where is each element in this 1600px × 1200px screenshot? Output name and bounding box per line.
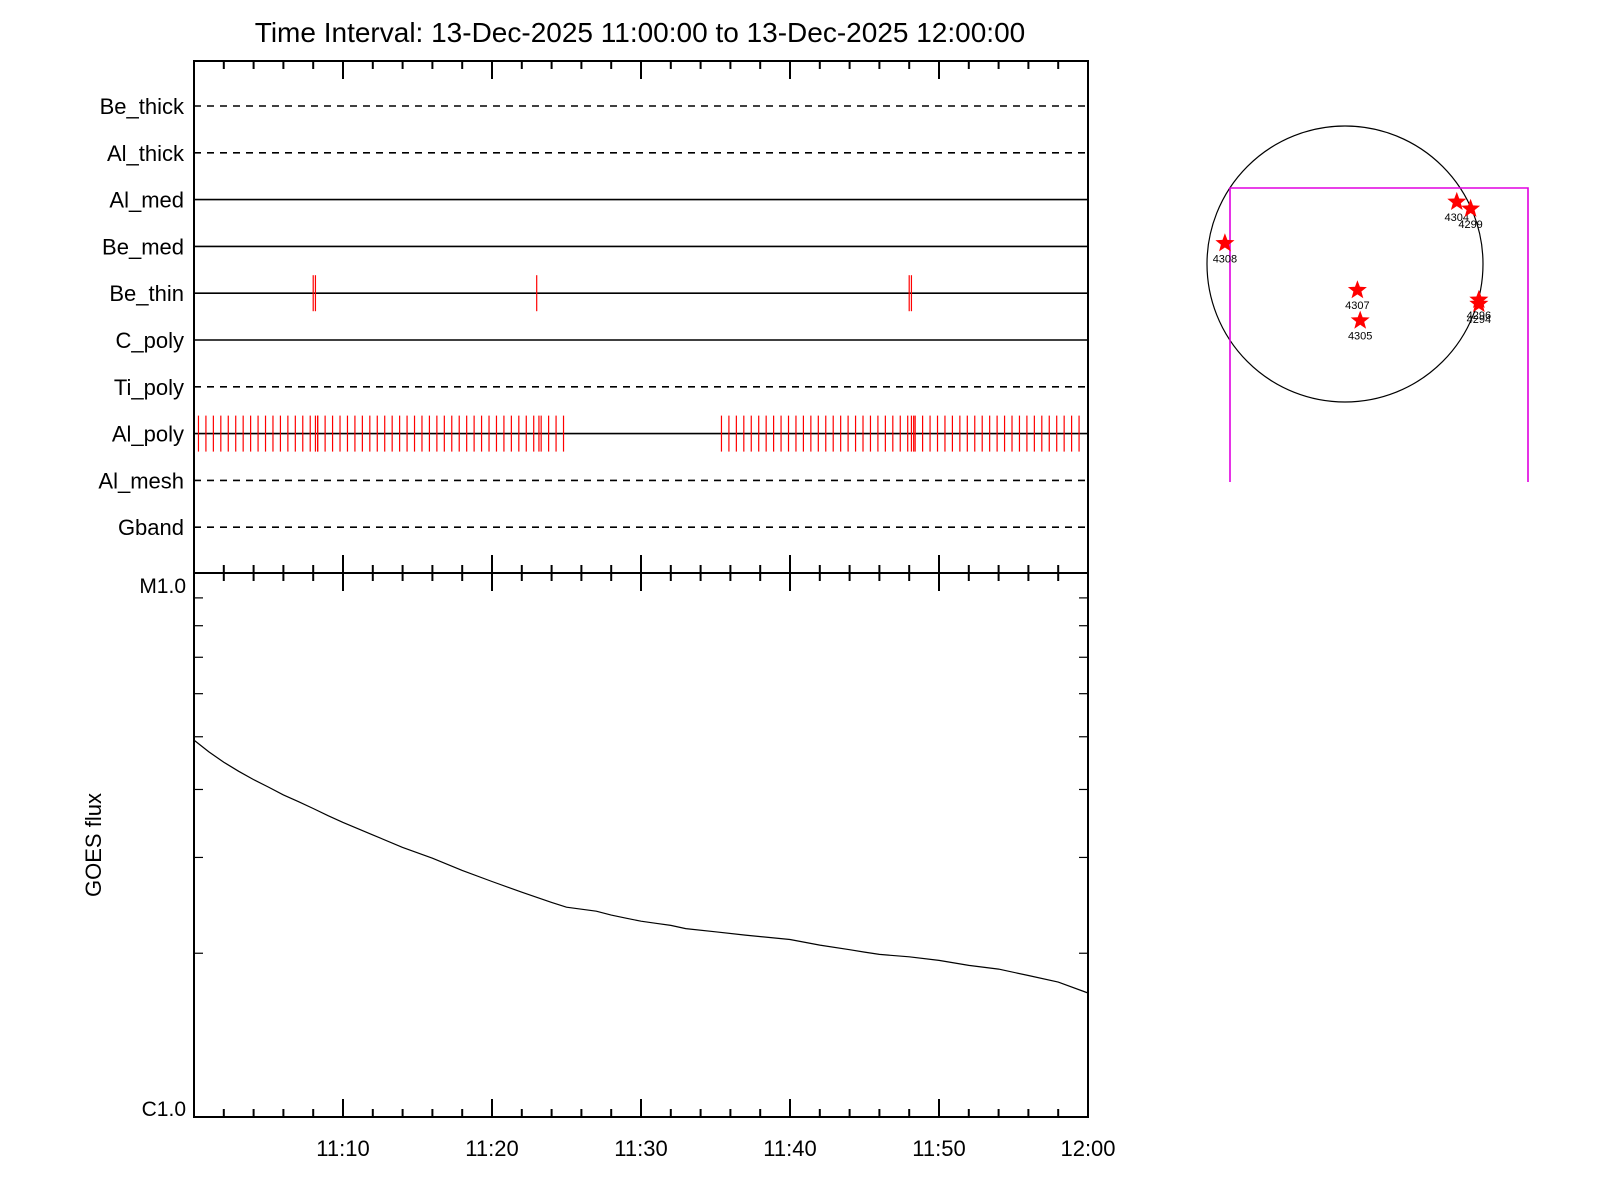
filter-label-be-thin: Be_thin: [109, 281, 184, 306]
y-tick-label-c1: C1.0: [142, 1098, 186, 1121]
flare-star: [1447, 191, 1467, 210]
x-tick-label: 11:20: [465, 1136, 518, 1161]
flare-star: [1347, 280, 1367, 299]
filter-label-be-thick: Be_thick: [100, 94, 185, 119]
filter-label-gband: Gband: [118, 515, 184, 540]
y-tick-label-m1: M1.0: [139, 575, 186, 598]
chart-title: Time Interval: 13-Dec-2025 11:00:00 to 1…: [255, 17, 1025, 48]
flare-star: [1215, 233, 1235, 252]
flare-star: [1350, 310, 1370, 329]
filter-timeline-panel: Be_thick Al_thick Al_med Be_med Be_thin C_pol…: [98, 60, 1089, 574]
timeline-ticks: [193, 61, 1089, 573]
x-tick-label: 11:50: [912, 1136, 965, 1161]
flare-label: 4296: [1467, 310, 1491, 322]
filter-label-c-poly: C_poly: [116, 328, 184, 353]
x-tick-label: 11:40: [763, 1136, 816, 1161]
fov-box: [1229, 187, 1529, 482]
x-tick-label: 11:30: [614, 1136, 667, 1161]
filter-label-al-mesh: Al_mesh: [98, 468, 184, 493]
filter-rows: Be_thick Al_thick Al_med Be_med Be_thin C_pol…: [98, 94, 1088, 540]
filter-label-ti-poly: Ti_poly: [114, 375, 184, 400]
flare-star: [1461, 198, 1481, 217]
x-tick-label: 11:10: [316, 1136, 369, 1161]
flare-label: 4294: [1467, 314, 1491, 326]
filter-label-al-med: Al_med: [109, 188, 184, 213]
goes-frame: [193, 572, 1089, 1118]
x-tick-label: 12:00: [1060, 1136, 1115, 1161]
flare-label: 4307: [1345, 300, 1369, 312]
filter-label-al-poly: Al_poly: [112, 422, 184, 447]
filter-label-be-med: Be_med: [102, 234, 184, 259]
filter-label-al-thick: Al_thick: [107, 141, 185, 166]
flare-label: 4299: [1458, 219, 1482, 231]
flare-label: 4305: [1348, 331, 1372, 343]
goes-ticks: [193, 573, 1089, 1117]
goes-y-label: GOES flux: [81, 793, 106, 897]
solar-disk: [1206, 125, 1484, 403]
flare-label: 4308: [1213, 253, 1237, 265]
timeline-frame: [193, 60, 1089, 574]
flare-star: [1469, 294, 1489, 313]
goes-flux-line: [193, 739, 1089, 994]
flare-label: 4304: [1445, 212, 1469, 224]
x-tick-labels: 11:10 11:20 11:30 11:40 11:50 12:00: [316, 1136, 1115, 1161]
goes-panel: GOES flux M1.0 C1.0 11:10 11:20 11:30 11:40…: [81, 572, 1116, 1161]
